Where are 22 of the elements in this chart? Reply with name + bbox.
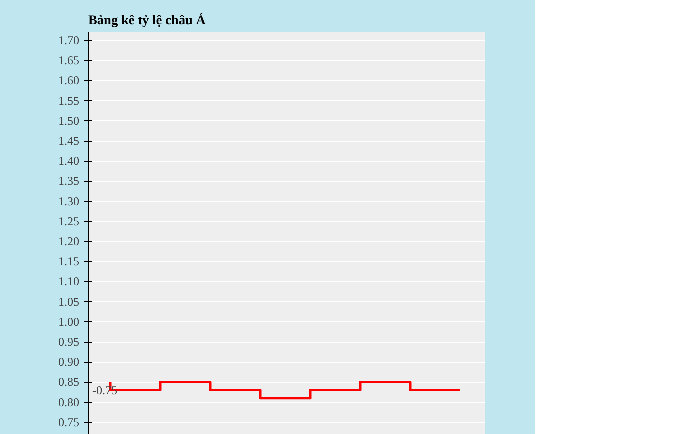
y-tick-label: 1.60 xyxy=(58,74,80,88)
y-tick-label: 1.20 xyxy=(58,234,80,249)
y-tick-label: 1.45 xyxy=(58,134,80,148)
y-tick-label: 1.30 xyxy=(58,194,80,208)
y-tick-label: 1.10 xyxy=(58,274,80,289)
chart-title: Bảng kê tỷ lệ châu Á xyxy=(88,12,206,28)
y-tick-label: 1.35 xyxy=(58,174,80,188)
annotation: -0.75 xyxy=(92,383,118,398)
y-tick-label: 1.70 xyxy=(58,34,80,48)
y-tick-label: 1.65 xyxy=(58,54,80,68)
y-tick-label: 0.95 xyxy=(58,335,80,350)
y-tick-label: 0.85 xyxy=(58,375,80,390)
y-tick-label: 1.25 xyxy=(58,214,80,228)
y-tick-label: 0.75 xyxy=(58,415,80,430)
y-tick-label: 1.55 xyxy=(58,94,80,108)
y-tick-label: 1.05 xyxy=(58,294,80,309)
y-tick-label: 1.50 xyxy=(58,114,80,128)
y-tick-label: 0.90 xyxy=(58,355,80,370)
y-tick-label: 0.80 xyxy=(58,395,80,410)
y-tick-label: 1.15 xyxy=(58,254,80,269)
y-tick-label: 1.00 xyxy=(58,314,80,329)
y-tick-label: 1.40 xyxy=(58,154,80,168)
